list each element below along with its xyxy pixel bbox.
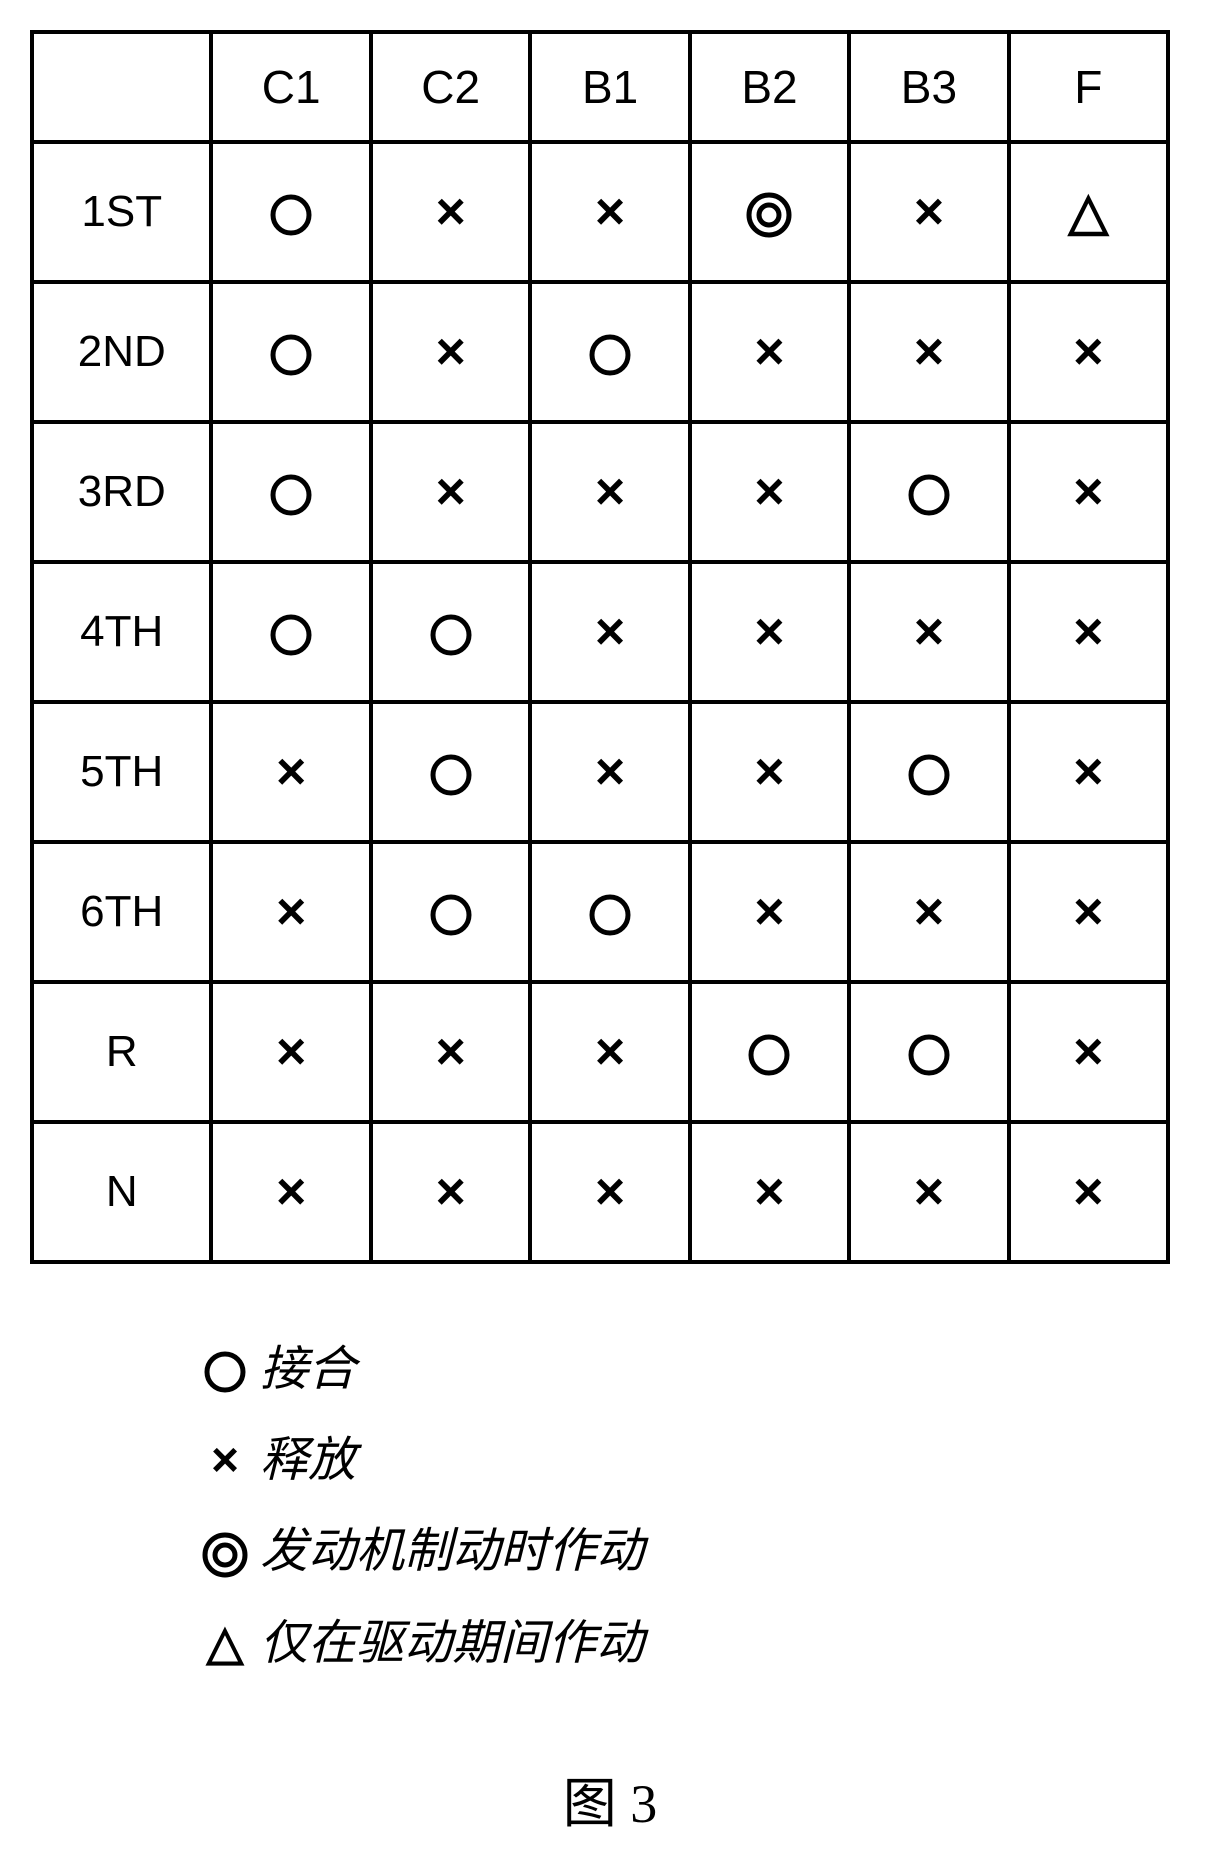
cell-symbol bbox=[211, 422, 370, 562]
row-label: 1ST bbox=[32, 142, 211, 282]
table-header-row: C1 C2 B1 B2 B3 F bbox=[32, 32, 1168, 142]
cell-symbol: × bbox=[849, 1122, 1008, 1262]
cell-symbol: × bbox=[530, 702, 689, 842]
legend-text: 仅在驱动期间作动 bbox=[260, 1598, 644, 1689]
cell-symbol bbox=[690, 982, 849, 1122]
col-header bbox=[32, 32, 211, 142]
cell-symbol: × bbox=[1009, 982, 1168, 1122]
engagement-table: C1 C2 B1 B2 B3 F 1ST×××△2ND××××3RD××××4T… bbox=[30, 30, 1170, 1264]
cell-symbol: × bbox=[211, 1122, 370, 1262]
row-label: 6TH bbox=[32, 842, 211, 982]
figure-caption: 图 3 bbox=[30, 1759, 1190, 1838]
cell-symbol: × bbox=[849, 282, 1008, 422]
legend-symbol bbox=[190, 1324, 260, 1415]
col-header: B3 bbox=[849, 32, 1008, 142]
cell-symbol: × bbox=[690, 1122, 849, 1262]
cell-symbol: × bbox=[1009, 1122, 1168, 1262]
cell-symbol bbox=[211, 282, 370, 422]
row-label: 4TH bbox=[32, 562, 211, 702]
cell-symbol bbox=[530, 282, 689, 422]
cell-symbol: × bbox=[690, 842, 849, 982]
cell-symbol: × bbox=[1009, 282, 1168, 422]
cell-symbol: × bbox=[211, 702, 370, 842]
cell-symbol: × bbox=[530, 1122, 689, 1262]
col-header: C2 bbox=[371, 32, 530, 142]
table-row: N×××××× bbox=[32, 1122, 1168, 1262]
legend-item: 接合 bbox=[190, 1324, 1190, 1415]
legend: 接合×释放发动机制动时作动△仅在驱动期间作动 bbox=[190, 1324, 1190, 1689]
legend-item: ×释放 bbox=[190, 1415, 1190, 1506]
cell-symbol: × bbox=[690, 702, 849, 842]
col-header: F bbox=[1009, 32, 1168, 142]
cell-symbol: × bbox=[849, 842, 1008, 982]
table-row: 3RD×××× bbox=[32, 422, 1168, 562]
cell-symbol: × bbox=[211, 982, 370, 1122]
row-label: N bbox=[32, 1122, 211, 1262]
cell-symbol: × bbox=[1009, 702, 1168, 842]
cell-symbol: × bbox=[371, 1122, 530, 1262]
cell-symbol: × bbox=[530, 422, 689, 562]
table-row: 5TH×××× bbox=[32, 702, 1168, 842]
cell-symbol: × bbox=[1009, 562, 1168, 702]
cell-symbol bbox=[849, 702, 1008, 842]
legend-symbol: △ bbox=[190, 1598, 260, 1689]
cell-symbol: × bbox=[690, 422, 849, 562]
col-header: C1 bbox=[211, 32, 370, 142]
cell-symbol bbox=[211, 142, 370, 282]
cell-symbol bbox=[849, 422, 1008, 562]
cell-symbol bbox=[690, 142, 849, 282]
cell-symbol: × bbox=[1009, 422, 1168, 562]
col-header: B1 bbox=[530, 32, 689, 142]
cell-symbol: × bbox=[371, 282, 530, 422]
cell-symbol: × bbox=[690, 282, 849, 422]
row-label: 5TH bbox=[32, 702, 211, 842]
cell-symbol: × bbox=[371, 142, 530, 282]
table-row: R×××× bbox=[32, 982, 1168, 1122]
legend-symbol bbox=[190, 1506, 260, 1597]
col-header: B2 bbox=[690, 32, 849, 142]
cell-symbol: × bbox=[530, 562, 689, 702]
legend-text: 发动机制动时作动 bbox=[260, 1506, 644, 1597]
cell-symbol: × bbox=[211, 842, 370, 982]
cell-symbol bbox=[849, 982, 1008, 1122]
cell-symbol bbox=[371, 702, 530, 842]
cell-symbol bbox=[371, 842, 530, 982]
cell-symbol: × bbox=[690, 562, 849, 702]
cell-symbol: × bbox=[1009, 842, 1168, 982]
cell-symbol: × bbox=[371, 982, 530, 1122]
legend-item: 发动机制动时作动 bbox=[190, 1506, 1190, 1597]
cell-symbol: × bbox=[530, 142, 689, 282]
cell-symbol bbox=[530, 842, 689, 982]
cell-symbol: × bbox=[849, 562, 1008, 702]
cell-symbol: △ bbox=[1009, 142, 1168, 282]
cell-symbol: × bbox=[371, 422, 530, 562]
legend-text: 释放 bbox=[260, 1415, 356, 1506]
table-row: 4TH×××× bbox=[32, 562, 1168, 702]
cell-symbol bbox=[371, 562, 530, 702]
row-label: 3RD bbox=[32, 422, 211, 562]
table-row: 1ST×××△ bbox=[32, 142, 1168, 282]
legend-text: 接合 bbox=[260, 1324, 356, 1415]
row-label: R bbox=[32, 982, 211, 1122]
row-label: 2ND bbox=[32, 282, 211, 422]
cell-symbol bbox=[211, 562, 370, 702]
legend-symbol: × bbox=[190, 1415, 260, 1506]
table-body: 1ST×××△2ND××××3RD××××4TH××××5TH××××6TH××… bbox=[32, 142, 1168, 1262]
table-row: 6TH×××× bbox=[32, 842, 1168, 982]
legend-item: △仅在驱动期间作动 bbox=[190, 1598, 1190, 1689]
table-row: 2ND×××× bbox=[32, 282, 1168, 422]
cell-symbol: × bbox=[530, 982, 689, 1122]
cell-symbol: × bbox=[849, 142, 1008, 282]
